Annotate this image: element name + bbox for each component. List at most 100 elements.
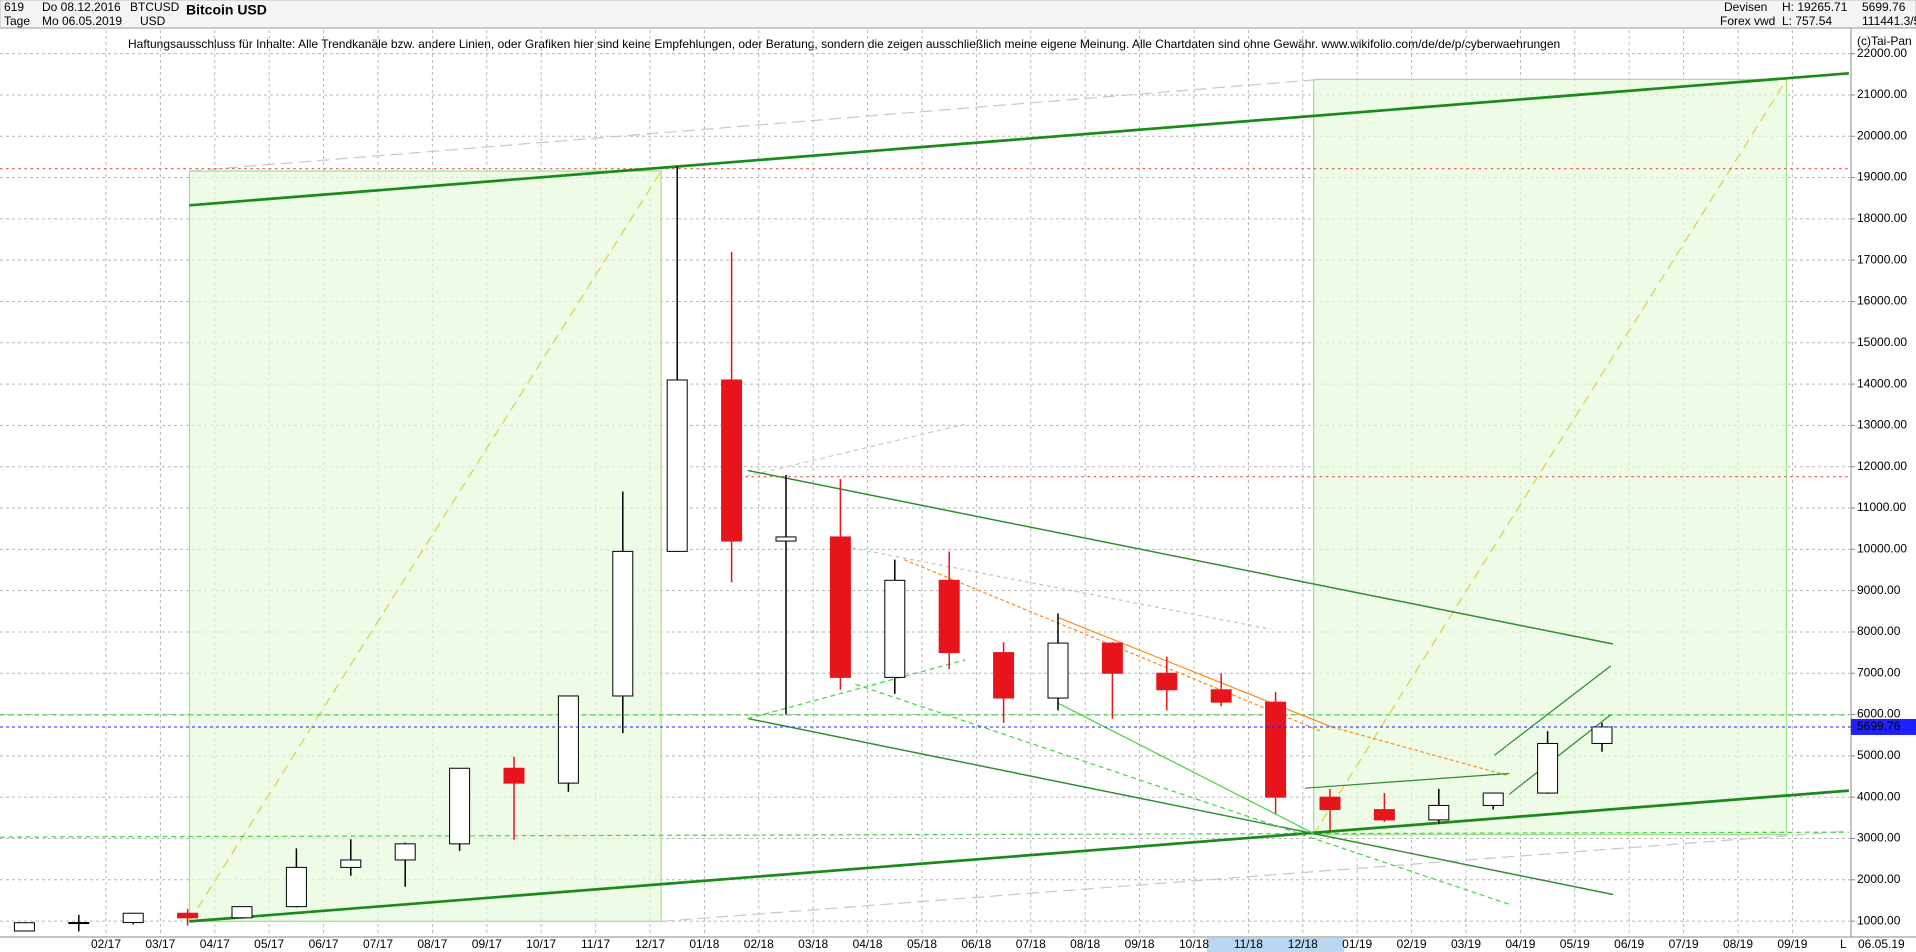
header-count: 619	[4, 0, 24, 14]
x-axis-highlight	[1207, 938, 1344, 952]
trend-line	[747, 717, 1614, 896]
trend-line	[1305, 772, 1510, 789]
candle-body	[993, 652, 1015, 699]
green-dashed-line	[747, 659, 966, 720]
dashed-line	[745, 423, 966, 478]
x-tick-label: 11/17	[581, 937, 610, 951]
x-tick-label: 11/18	[1234, 937, 1263, 951]
current-price-tag	[1851, 718, 1916, 735]
channel-line	[189, 71, 1849, 207]
x-tick-label: 06/17	[309, 937, 339, 951]
x-tick-label: 09/18	[1125, 937, 1155, 951]
x-tick-label: 03/19	[1451, 937, 1481, 951]
channel-line	[189, 789, 1849, 923]
y-tick-label: 19000.00	[1857, 170, 1907, 184]
candle-body	[122, 912, 144, 924]
y-tick-label: 9000.00	[1857, 583, 1901, 597]
x-tick-label: 04/17	[200, 937, 230, 951]
y-tick-label: 7000.00	[1857, 665, 1901, 679]
y-tick-label: 18000.00	[1857, 211, 1907, 225]
x-tick-label: 01/18	[689, 937, 719, 951]
y-tick-label: 14000.00	[1857, 376, 1907, 390]
header-currency: USD	[140, 14, 166, 28]
y-tick-label: 4000.00	[1857, 789, 1901, 803]
candle-body	[13, 922, 35, 932]
axis-labels: 1000.00 2000.00 3000.00 4000.00 5000.00 6000.…	[91, 46, 1916, 951]
dashed-diagonal	[1313, 79, 1788, 835]
y-tick-label: 8000.00	[1857, 624, 1901, 638]
x-tick-label: 07/18	[1016, 937, 1046, 951]
x-tick-label: 10/17	[526, 937, 556, 951]
candle-body	[612, 550, 634, 697]
orange-line	[904, 559, 1320, 732]
y-tick-label: 5000.00	[1857, 748, 1901, 762]
x-tick-label: 02/19	[1397, 937, 1427, 951]
candle-body	[340, 859, 362, 868]
y-tick-label: 11000.00	[1857, 500, 1906, 514]
candle-body	[503, 767, 525, 784]
header-volume: 111441.3/5	[1862, 14, 1916, 28]
candle-body	[1591, 726, 1613, 744]
y-tick-label: 22000.00	[1857, 46, 1907, 60]
x-tick-label: 12/18	[1288, 937, 1318, 951]
candle-body	[1265, 701, 1287, 798]
trend-line	[1494, 665, 1611, 756]
x-tick-label: 04/19	[1505, 937, 1535, 951]
x-tick-label: 10/18	[1179, 937, 1209, 951]
current-price-label: 5699.76	[1857, 719, 1901, 733]
candle-body	[666, 379, 688, 552]
disclaimer: Haftungsausschluss für Inhalte: Alle Tre…	[128, 37, 1560, 51]
header-last: 5699.76	[1862, 0, 1906, 14]
header-high: H: 19265.71	[1782, 0, 1848, 14]
x-tick-label: 02/17	[91, 937, 121, 951]
candle-body	[1047, 642, 1069, 699]
green-line	[1056, 702, 1314, 834]
y-tick-label: 15000.00	[1857, 335, 1907, 349]
candle-body	[938, 579, 960, 654]
x-tick-label: 06/18	[961, 937, 991, 951]
candle-body	[775, 536, 797, 542]
green-dashed-level	[0, 831, 1849, 838]
dashed-diagonal	[188, 170, 662, 922]
candle-body	[1537, 742, 1559, 794]
candle-body	[394, 843, 416, 861]
candle-body	[1428, 804, 1450, 821]
x-tick-label: 03/18	[798, 937, 828, 951]
x-tick-label: 09/19	[1777, 937, 1807, 951]
x-tick-label: 05/17	[254, 937, 284, 951]
x-tick-label: 07/17	[363, 937, 393, 951]
candle-body	[1482, 792, 1504, 806]
candle-body	[557, 695, 579, 784]
candle-body	[285, 866, 307, 908]
candle-body	[1319, 796, 1341, 811]
x-tick-label: 06/19	[1614, 937, 1644, 951]
x-tick-label: 02/18	[744, 937, 774, 951]
y-tick-label: 17000.00	[1857, 252, 1907, 266]
candle-body	[1373, 809, 1395, 821]
candles	[0, 166, 1851, 932]
candle-body	[721, 379, 743, 542]
dashed-line	[661, 830, 1849, 922]
header-period: Tage	[4, 14, 30, 28]
x-tick-label: 04/18	[853, 937, 883, 951]
x-tick-label: 05/19	[1560, 937, 1590, 951]
header-end-date: Mo 06.05.2019	[42, 14, 122, 28]
candle-body	[884, 579, 906, 678]
orange-line	[1331, 726, 1510, 777]
candle-body	[1101, 642, 1123, 674]
x-tick-label: 08/19	[1723, 937, 1753, 951]
scale-mode: L	[1840, 937, 1847, 951]
header-bar	[0, 0, 1916, 29]
y-tick-label: 20000.00	[1857, 128, 1907, 142]
candle-body	[1210, 689, 1232, 703]
y-tick-label: 21000.00	[1857, 87, 1907, 101]
x-tick-label: 08/18	[1070, 937, 1100, 951]
y-tick-label: 1000.00	[1857, 913, 1901, 927]
y-tick-label: 10000.00	[1857, 542, 1907, 556]
x-tick-label: 07/19	[1669, 937, 1699, 951]
x-tick-label: 09/17	[472, 937, 502, 951]
candle-body	[231, 906, 253, 919]
orange-line	[1056, 616, 1333, 728]
x-tick-label: 01/19	[1342, 937, 1372, 951]
